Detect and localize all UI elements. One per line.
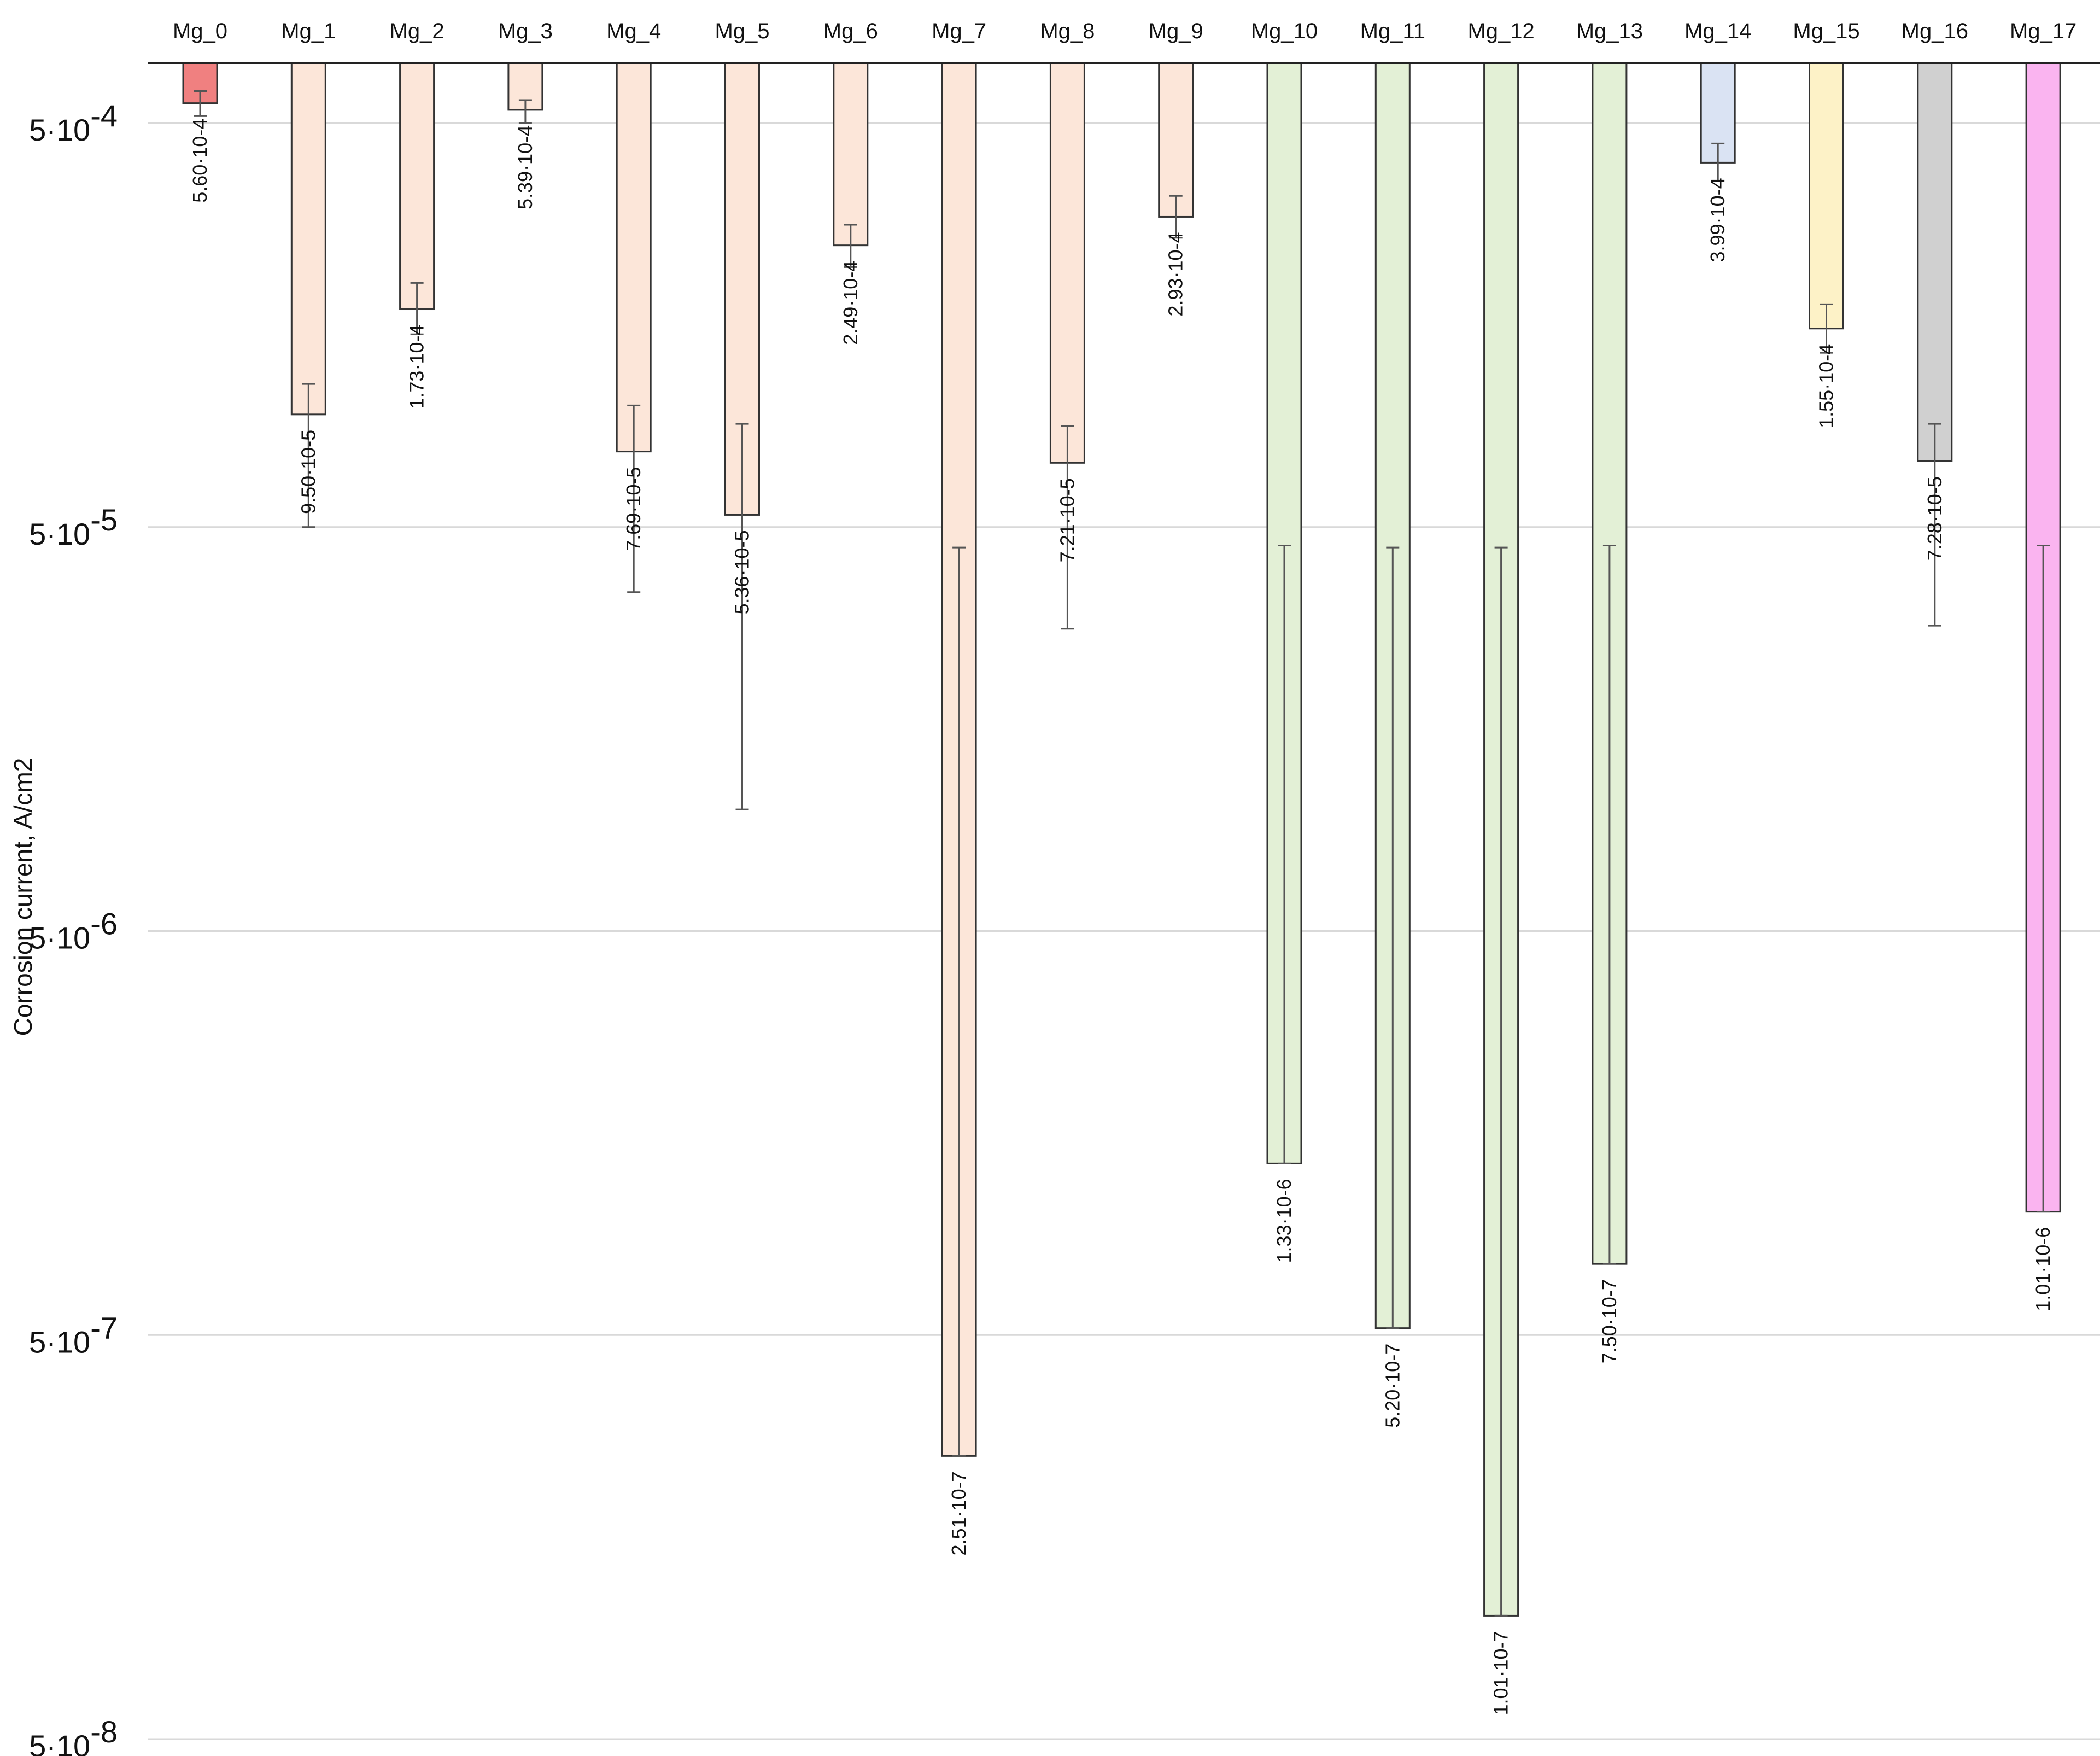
- data-label-Mg_11: 5.20·10-7: [1381, 1344, 1403, 1428]
- data-label-Mg_9: 2.93·10-4: [1165, 232, 1187, 316]
- category-label-Mg_4: Mg_4: [606, 19, 661, 43]
- category-labels: Mg_0 Mg_1 Mg_2 Mg_3 Mg_4 Mg_5 Mg_6 Mg_7 Mg_8 Mg_9…: [173, 19, 2076, 43]
- y-tick-label-1: 5·10-5: [29, 503, 118, 551]
- y-tick-label-0: 5·10-4: [29, 98, 118, 147]
- y-tick-label-2: 5·10-6: [29, 907, 118, 955]
- error-bar-Mg_2: [410, 282, 424, 335]
- data-label-Mg_3: 5.39·10-4: [514, 125, 536, 209]
- error-bar-Mg_10: [1278, 545, 1291, 1164]
- bar-Mg_14: [1700, 62, 1736, 164]
- error-bar-Mg_9: [1169, 195, 1183, 239]
- bar-Mg_1: [290, 62, 326, 416]
- y-axis-label: Corrosion current, A/cm2: [9, 758, 37, 1036]
- category-label-Mg_5: Mg_5: [715, 19, 769, 43]
- category-label-Mg_13: Mg_13: [1576, 19, 1643, 43]
- error-bar-Mg_3: [518, 99, 532, 124]
- data-label-Mg_4: 7.69·10-5: [622, 467, 645, 551]
- category-label-Mg_10: Mg_10: [1251, 19, 1318, 43]
- category-label-Mg_3: Mg_3: [498, 19, 553, 43]
- error-bar-Mg_13: [1602, 545, 1616, 1265]
- data-label-Mg_10: 1.33·10-6: [1273, 1179, 1295, 1263]
- category-label-Mg_12: Mg_12: [1467, 19, 1534, 43]
- category-label-Mg_0: Mg_0: [173, 19, 227, 43]
- category-label-Mg_14: Mg_14: [1684, 19, 1751, 43]
- y-tick-labels: 5·10-4 5·10-5 5·10-6 5·10-7 5·10-8: [29, 98, 118, 1756]
- category-label-Mg_2: Mg_2: [390, 19, 444, 43]
- data-label-Mg_7: 2.51·10-7: [947, 1471, 970, 1555]
- bar-Mg_9: [1158, 62, 1194, 218]
- data-label-Mg_14: 3.99·10-4: [1706, 178, 1729, 262]
- bar-Mg_2: [399, 62, 435, 311]
- bars: [182, 62, 2061, 1617]
- error-bar-Mg_5: [735, 423, 749, 810]
- grid-lines: [148, 122, 2100, 1740]
- error-bar-Mg_1: [302, 383, 315, 528]
- error-bar-Mg_14: [1711, 142, 1725, 182]
- y-tick-label-4: 5·10-8: [29, 1714, 118, 1756]
- error-bars: [194, 90, 2050, 1617]
- bar-Mg_15: [1809, 62, 1844, 330]
- error-bar-Mg_17: [2037, 545, 2050, 1213]
- data-label-Mg_8: 7.21·10-5: [1056, 478, 1078, 562]
- data-label-Mg_16: 7.28·10-5: [1923, 476, 1946, 561]
- data-label-Mg_15: 1.55·10-4: [1815, 344, 1838, 428]
- data-label-Mg_17: 1.01·10-6: [2032, 1227, 2054, 1311]
- bar-Mg_6: [833, 62, 869, 247]
- data-label-Mg_2: 1.73·10-4: [406, 325, 428, 409]
- error-bar-Mg_12: [1494, 546, 1508, 1617]
- category-label-Mg_6: Mg_6: [823, 19, 878, 43]
- error-bar-Mg_8: [1061, 425, 1074, 630]
- error-bar-Mg_11: [1386, 546, 1400, 1329]
- category-label-Mg_16: Mg_16: [1902, 19, 1968, 43]
- error-bar-Mg_0: [194, 90, 207, 117]
- bar-Mg_16: [1917, 62, 1953, 462]
- error-bar-Mg_6: [844, 224, 857, 268]
- error-bar-Mg_16: [1928, 423, 1941, 627]
- error-bar-Mg_4: [627, 404, 641, 593]
- category-label-Mg_17: Mg_17: [2010, 19, 2076, 43]
- y-tick-label-3: 5·10-7: [29, 1310, 118, 1359]
- data-label-Mg_0: 5.60·10-4: [189, 119, 211, 203]
- data-label-Mg_5: 5.36·10-5: [731, 530, 753, 614]
- category-label-Mg_8: Mg_8: [1040, 19, 1095, 43]
- data-label-Mg_12: 1.01·10-7: [1490, 1631, 1512, 1715]
- bar-Mg_8: [1049, 62, 1085, 464]
- bar-Mg_4: [616, 62, 652, 453]
- category-label-Mg_11: Mg_11: [1360, 19, 1425, 43]
- data-labels: 5.60·10-4 9.50·10-5 1.73·10-4 5.39·10-4 7.69…: [189, 119, 2054, 1716]
- data-label-Mg_1: 9.50·10-5: [297, 430, 319, 514]
- error-bar-Mg_15: [1820, 303, 1833, 354]
- category-label-Mg_9: Mg_9: [1149, 19, 1203, 43]
- category-label-Mg_15: Mg_15: [1793, 19, 1859, 43]
- data-label-Mg_13: 7.50·10-7: [1598, 1279, 1621, 1363]
- category-label-Mg_1: Mg_1: [281, 19, 336, 43]
- category-label-Mg_7: Mg_7: [932, 19, 986, 43]
- data-label-Mg_6: 2.49·10-4: [839, 261, 862, 345]
- error-bar-Mg_7: [952, 546, 966, 1457]
